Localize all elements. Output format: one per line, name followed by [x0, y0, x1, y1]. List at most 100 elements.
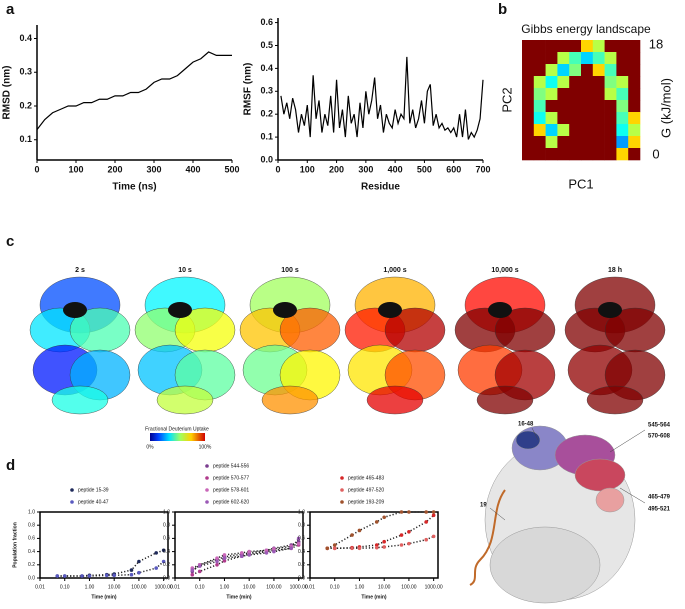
time-label: 2 s	[75, 267, 85, 274]
protein-core	[273, 302, 297, 318]
protein-structure	[469, 425, 646, 604]
heat-cell	[533, 76, 546, 89]
heat-cell	[569, 76, 582, 89]
legend-label: peptide 40-47	[78, 499, 109, 505]
x-axis-label: Time (min)	[91, 594, 117, 600]
heat-cell	[628, 100, 641, 113]
heat-cell	[592, 112, 605, 125]
data-point	[222, 559, 227, 563]
data-point	[272, 547, 276, 551]
region-label: 465-479	[648, 495, 671, 501]
data-point	[350, 533, 354, 537]
heat-cell	[581, 112, 594, 125]
protein-domain	[586, 385, 644, 415]
legend-label: peptide 544-556	[213, 463, 249, 469]
data-point	[190, 572, 195, 577]
legend-label: peptide 497-520	[348, 487, 384, 493]
legend-marker	[70, 500, 74, 504]
x-tick-label: 100.00	[131, 584, 147, 590]
colorbar-label: G (kJ/mol)	[658, 78, 673, 138]
heat-cell	[616, 136, 629, 149]
colorbar-title: Fractional Deuterium Uptake	[145, 426, 209, 432]
colorbar	[150, 433, 205, 441]
data-point	[431, 534, 436, 539]
y-tick-label: 0.6	[298, 536, 305, 542]
heat-cell	[557, 124, 570, 137]
fit-line	[191, 542, 299, 569]
heat-cell	[545, 112, 558, 125]
y-axis-label: Population fraction	[12, 522, 18, 568]
heat-cell	[581, 64, 594, 77]
x-tick-label: 200	[329, 164, 344, 174]
heat-cell	[628, 112, 641, 125]
x-tick-label: 10.00	[378, 584, 391, 590]
data-point	[197, 564, 202, 568]
data-point	[296, 541, 301, 546]
y-tick-label: 0.0	[163, 575, 170, 581]
x-tick-label: 100	[68, 164, 83, 174]
y-tick-label: 0.8	[298, 523, 305, 529]
data-point	[247, 549, 251, 554]
heat-cell	[592, 52, 605, 65]
data-point	[357, 546, 362, 551]
x-tick-label: 100.00	[401, 584, 417, 590]
legend-marker	[340, 500, 344, 504]
y-tick-label: 0.6	[260, 17, 273, 27]
heat-cell	[569, 148, 582, 161]
data-point	[289, 546, 294, 551]
protein-core	[168, 302, 192, 318]
panel-label: b	[498, 1, 507, 18]
heat-cell	[581, 100, 594, 113]
heat-cell	[604, 40, 617, 53]
y-tick-label: 0.0	[298, 575, 305, 581]
heat-cell	[569, 112, 582, 125]
x-tick-label: 100.00	[266, 584, 282, 590]
y-tick-label: 0.2	[28, 562, 35, 568]
heat-cell	[616, 52, 629, 65]
data-point	[190, 568, 195, 572]
heat-cell	[592, 88, 605, 101]
data-point	[399, 510, 404, 514]
heat-cell	[557, 148, 570, 161]
data-point	[399, 543, 404, 547]
x-tick-label: 0	[275, 164, 280, 174]
legend-marker	[205, 464, 209, 468]
data-point	[197, 569, 202, 574]
heat-cell	[628, 52, 641, 65]
x-tick-label: 1.00	[85, 584, 95, 590]
region-label: 545-564	[648, 423, 671, 429]
data-point	[80, 574, 84, 578]
y-tick-label: 0.4	[28, 549, 35, 555]
x-tick-label: 10.00	[243, 584, 256, 590]
heat-cell	[545, 148, 558, 161]
y-tick-label: 0.4	[260, 63, 273, 73]
heat-cell	[581, 88, 594, 101]
x-axis-label: Time (ns)	[112, 182, 156, 193]
heat-cell	[533, 52, 546, 65]
legend-label: peptide 465-483	[348, 475, 384, 481]
heat-cell	[545, 64, 558, 77]
fit-line	[191, 541, 299, 572]
time-label: 18 h	[608, 267, 622, 274]
y-tick-label: 1.0	[298, 509, 305, 515]
heat-cell	[616, 100, 629, 113]
y-tick-label: 0.4	[298, 549, 305, 555]
heat-cell	[569, 52, 582, 65]
data-point	[264, 551, 269, 555]
data-point	[424, 510, 429, 514]
heat-cell	[522, 124, 535, 137]
y-tick-label: 0.2	[19, 100, 32, 110]
heat-cell	[616, 76, 629, 89]
x-tick-label: 0.01	[170, 584, 180, 590]
x-tick-label: 700	[475, 164, 490, 174]
legend-label: peptide 578-601	[213, 487, 249, 493]
data-point	[374, 545, 379, 550]
data-point	[431, 513, 436, 518]
data-point	[247, 553, 251, 557]
fit-line	[327, 514, 435, 550]
heat-cell	[545, 136, 558, 149]
data-point	[112, 573, 116, 578]
legend-marker	[340, 488, 344, 492]
heat-cell	[581, 136, 594, 149]
